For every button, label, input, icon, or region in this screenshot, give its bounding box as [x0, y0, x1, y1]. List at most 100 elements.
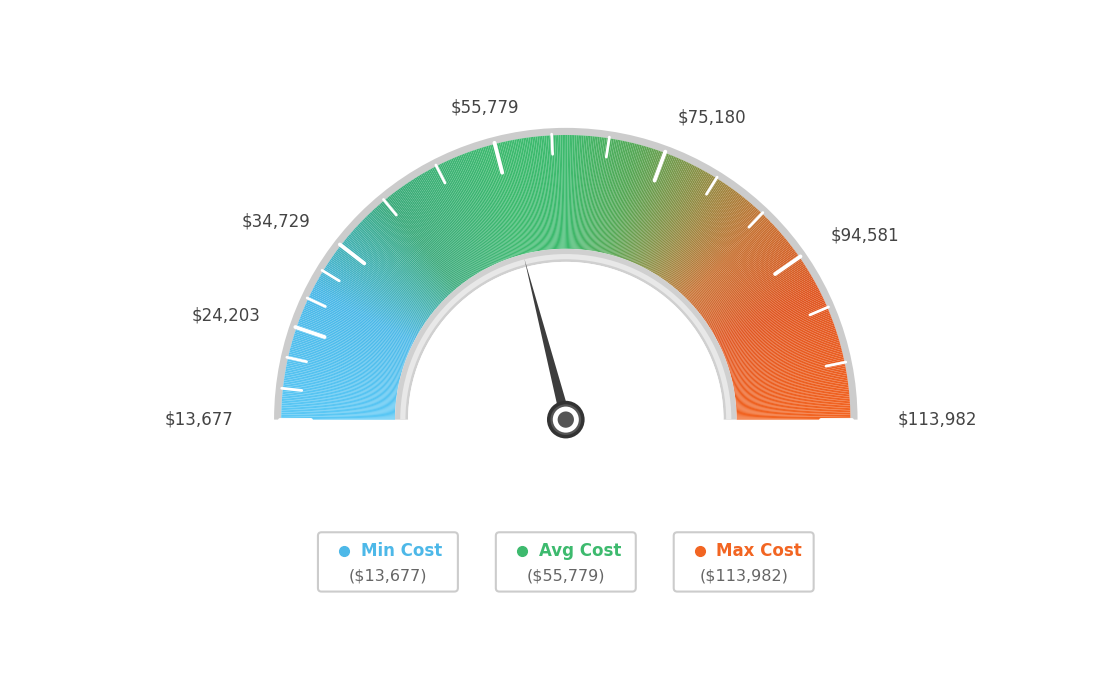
Wedge shape — [729, 337, 839, 371]
Wedge shape — [709, 264, 805, 327]
Wedge shape — [290, 347, 401, 377]
Wedge shape — [724, 311, 830, 356]
Wedge shape — [716, 284, 817, 339]
Wedge shape — [582, 136, 594, 250]
Wedge shape — [728, 328, 836, 366]
Wedge shape — [521, 138, 540, 251]
Wedge shape — [731, 346, 841, 376]
Wedge shape — [634, 159, 680, 264]
Wedge shape — [316, 282, 416, 338]
Wedge shape — [282, 400, 395, 409]
Wedge shape — [530, 137, 545, 250]
Wedge shape — [448, 160, 496, 264]
Wedge shape — [311, 290, 414, 343]
Wedge shape — [328, 263, 423, 326]
Wedge shape — [591, 138, 608, 250]
Wedge shape — [553, 135, 560, 249]
FancyBboxPatch shape — [269, 420, 862, 614]
Wedge shape — [692, 228, 777, 305]
Wedge shape — [500, 142, 528, 253]
Wedge shape — [289, 353, 400, 380]
Wedge shape — [731, 349, 842, 378]
Wedge shape — [359, 224, 442, 303]
Wedge shape — [556, 135, 562, 249]
Wedge shape — [646, 168, 701, 269]
Wedge shape — [282, 409, 395, 414]
Wedge shape — [327, 264, 423, 327]
Wedge shape — [564, 135, 565, 249]
Wedge shape — [638, 162, 689, 266]
Wedge shape — [724, 315, 831, 357]
Wedge shape — [684, 216, 766, 298]
Wedge shape — [735, 389, 849, 402]
Wedge shape — [575, 135, 584, 249]
Wedge shape — [296, 328, 404, 366]
Wedge shape — [682, 211, 761, 295]
Wedge shape — [350, 233, 437, 308]
Wedge shape — [594, 139, 614, 251]
Wedge shape — [736, 404, 850, 411]
Wedge shape — [461, 155, 503, 261]
Wedge shape — [372, 210, 450, 295]
Wedge shape — [497, 143, 526, 254]
Wedge shape — [598, 140, 623, 253]
Wedge shape — [411, 180, 474, 277]
Wedge shape — [696, 235, 784, 310]
Wedge shape — [630, 157, 676, 262]
Wedge shape — [293, 339, 402, 372]
Wedge shape — [476, 149, 513, 257]
Wedge shape — [363, 218, 445, 299]
Wedge shape — [680, 207, 756, 293]
Wedge shape — [475, 150, 512, 258]
Wedge shape — [304, 308, 408, 354]
Wedge shape — [529, 137, 544, 250]
Wedge shape — [735, 379, 848, 396]
Wedge shape — [699, 241, 788, 313]
Wedge shape — [330, 258, 425, 324]
Text: $24,203: $24,203 — [192, 306, 261, 324]
Wedge shape — [703, 251, 796, 319]
Wedge shape — [606, 143, 635, 254]
Wedge shape — [732, 356, 843, 382]
Wedge shape — [319, 276, 418, 335]
Wedge shape — [362, 219, 444, 300]
Wedge shape — [650, 172, 708, 272]
Wedge shape — [707, 258, 802, 324]
Wedge shape — [704, 254, 798, 321]
Wedge shape — [321, 272, 420, 332]
Wedge shape — [565, 135, 567, 249]
Wedge shape — [722, 306, 828, 353]
Wedge shape — [524, 138, 542, 250]
Wedge shape — [696, 234, 783, 309]
Wedge shape — [617, 148, 654, 257]
Wedge shape — [395, 190, 465, 283]
Wedge shape — [700, 244, 790, 315]
Wedge shape — [282, 404, 395, 411]
Wedge shape — [736, 414, 850, 417]
Wedge shape — [555, 135, 561, 249]
Wedge shape — [612, 146, 644, 255]
Wedge shape — [725, 318, 832, 359]
Wedge shape — [331, 257, 426, 323]
Wedge shape — [624, 152, 664, 259]
Wedge shape — [684, 215, 764, 297]
Wedge shape — [718, 290, 820, 343]
Wedge shape — [402, 186, 468, 280]
Wedge shape — [283, 395, 395, 406]
Wedge shape — [660, 182, 724, 278]
Wedge shape — [683, 213, 763, 297]
Wedge shape — [326, 266, 422, 328]
Wedge shape — [732, 354, 843, 382]
Wedge shape — [664, 186, 730, 280]
Wedge shape — [669, 193, 739, 284]
Wedge shape — [581, 136, 593, 250]
Wedge shape — [707, 259, 803, 324]
Wedge shape — [733, 364, 846, 388]
Wedge shape — [643, 165, 696, 268]
Wedge shape — [306, 302, 411, 350]
Wedge shape — [693, 230, 779, 306]
Wedge shape — [702, 248, 794, 317]
Wedge shape — [714, 278, 814, 335]
Wedge shape — [712, 272, 810, 332]
Wedge shape — [622, 150, 660, 259]
